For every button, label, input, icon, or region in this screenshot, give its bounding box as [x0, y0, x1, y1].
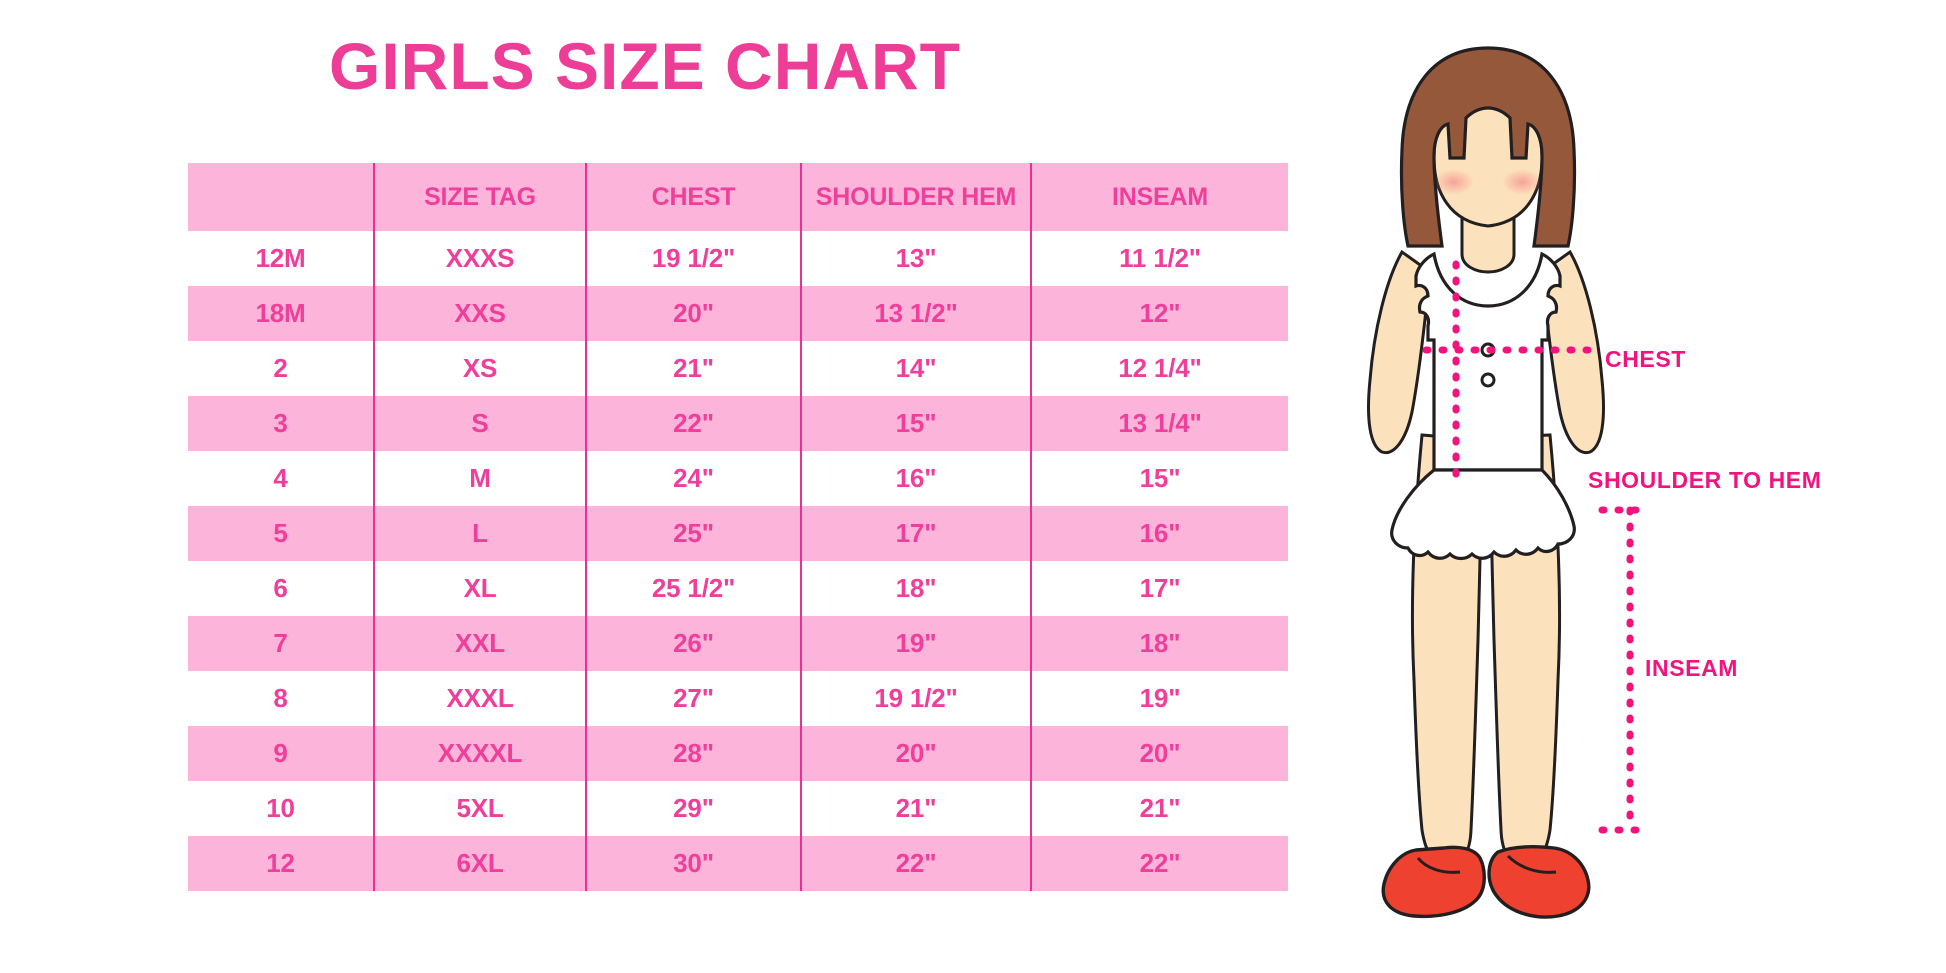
- callout-label-inseam: INSEAM: [1645, 655, 1739, 681]
- girl-figure-illustration: [1330, 40, 1670, 940]
- cell-chest: 19 1/2": [585, 231, 801, 286]
- cell-shoulder-hem: 13": [800, 231, 1031, 286]
- column-header-inseam: INSEAM: [1030, 163, 1288, 231]
- table-header: SIZE TAG CHEST SHOULDER HEM INSEAM: [188, 163, 1288, 231]
- cell-size: 9: [188, 726, 374, 781]
- cell-shoulder-hem: 19 1/2": [800, 671, 1031, 726]
- cell-shoulder-hem: 22": [800, 836, 1031, 891]
- cell-inseam: 17": [1030, 561, 1288, 616]
- cell-size: 12: [188, 836, 374, 891]
- cell-chest: 24": [585, 451, 801, 506]
- cell-size: 4: [188, 451, 374, 506]
- blush-right-icon: [1502, 169, 1542, 195]
- column-header-size: [188, 163, 374, 231]
- cell-chest: 22": [585, 396, 801, 451]
- cell-chest: 25 1/2": [585, 561, 801, 616]
- table-row: 3 S 22" 15" 13 1/4": [188, 396, 1288, 451]
- cell-size-tag: XXXXL: [373, 726, 586, 781]
- button-bottom-icon: [1480, 372, 1496, 388]
- column-header-size-tag: SIZE TAG: [373, 163, 586, 231]
- cell-shoulder-hem: 16": [800, 451, 1031, 506]
- size-chart-table: SIZE TAG CHEST SHOULDER HEM INSEAM 12M X…: [188, 163, 1288, 891]
- cell-shoulder-hem: 15": [800, 396, 1031, 451]
- cell-size: 18M: [188, 286, 374, 341]
- cell-size: 10: [188, 781, 374, 836]
- cell-size-tag: M: [373, 451, 586, 506]
- table-body: 12M XXXS 19 1/2" 13" 11 1/2" 18M XXS 20"…: [188, 231, 1288, 891]
- cell-shoulder-hem: 21": [800, 781, 1031, 836]
- table-row: 10 5XL 29" 21" 21": [188, 781, 1288, 836]
- table-row: 8 XXXL 27" 19 1/2" 19": [188, 671, 1288, 726]
- cell-size-tag: 6XL: [373, 836, 586, 891]
- table-row: 7 XXL 26" 19" 18": [188, 616, 1288, 671]
- cell-size: 2: [188, 341, 374, 396]
- table-header-row: SIZE TAG CHEST SHOULDER HEM INSEAM: [188, 163, 1288, 231]
- cell-size-tag: L: [373, 506, 586, 561]
- cell-shoulder-hem: 19": [800, 616, 1031, 671]
- cell-size-tag: XXS: [373, 286, 586, 341]
- table-row: 5 L 25" 17" 16": [188, 506, 1288, 561]
- cell-size-tag: XS: [373, 341, 586, 396]
- cell-size: 3: [188, 396, 374, 451]
- cell-inseam: 11 1/2": [1030, 231, 1288, 286]
- table-row: 12M XXXS 19 1/2" 13" 11 1/2": [188, 231, 1288, 286]
- cell-shoulder-hem: 14": [800, 341, 1031, 396]
- table-row: 6 XL 25 1/2" 18" 17": [188, 561, 1288, 616]
- blush-left-icon: [1434, 169, 1474, 195]
- cell-size: 7: [188, 616, 374, 671]
- cell-size-tag: XXL: [373, 616, 586, 671]
- cell-shoulder-hem: 20": [800, 726, 1031, 781]
- sleeveless-top-icon: [1414, 251, 1562, 472]
- cell-inseam: 19": [1030, 671, 1288, 726]
- cell-inseam: 13 1/4": [1030, 396, 1288, 451]
- cell-inseam: 16": [1030, 506, 1288, 561]
- column-header-chest: CHEST: [585, 163, 801, 231]
- cell-size-tag: XXXS: [373, 231, 586, 286]
- cell-shoulder-hem: 17": [800, 506, 1031, 561]
- ruffled-skirt-icon: [1390, 468, 1576, 561]
- table-row: 12 6XL 30" 22" 22": [188, 836, 1288, 891]
- callout-label-shoulder-to-hem: SHOULDER TO HEM: [1588, 467, 1822, 493]
- cell-inseam: 22": [1030, 836, 1288, 891]
- table-row: 4 M 24" 16" 15": [188, 451, 1288, 506]
- cell-size-tag: S: [373, 396, 586, 451]
- cell-size-tag: 5XL: [373, 781, 586, 836]
- table-row: 2 XS 21" 14" 12 1/4": [188, 341, 1288, 396]
- cell-inseam: 20": [1030, 726, 1288, 781]
- cell-chest: 25": [585, 506, 801, 561]
- cell-size-tag: XL: [373, 561, 586, 616]
- cell-chest: 27": [585, 671, 801, 726]
- page-title: GIRLS SIZE CHART: [328, 29, 961, 103]
- cell-inseam: 18": [1030, 616, 1288, 671]
- cell-chest: 29": [585, 781, 801, 836]
- callout-label-chest: CHEST: [1605, 346, 1686, 372]
- cell-inseam: 15": [1030, 451, 1288, 506]
- cell-size: 6: [188, 561, 374, 616]
- cell-chest: 30": [585, 836, 801, 891]
- cell-chest: 20": [585, 286, 801, 341]
- cell-size: 12M: [188, 231, 374, 286]
- inseam-measure-dotted-line-icon: [1598, 506, 1646, 834]
- cell-chest: 28": [585, 726, 801, 781]
- cell-inseam: 21": [1030, 781, 1288, 836]
- column-header-shoulder-hem: SHOULDER HEM: [800, 163, 1031, 231]
- hair-bob-icon: [1399, 46, 1577, 248]
- cell-inseam: 12": [1030, 286, 1288, 341]
- cell-inseam: 12 1/4": [1030, 341, 1288, 396]
- table-row: 9 XXXXL 28" 20" 20": [188, 726, 1288, 781]
- cell-size: 8: [188, 671, 374, 726]
- table-row: 18M XXS 20" 13 1/2" 12": [188, 286, 1288, 341]
- mary-jane-shoes-icon: [1381, 845, 1591, 919]
- cell-size-tag: XXXL: [373, 671, 586, 726]
- cell-chest: 26": [585, 616, 801, 671]
- cell-size: 5: [188, 506, 374, 561]
- cell-chest: 21": [585, 341, 801, 396]
- cell-shoulder-hem: 18": [800, 561, 1031, 616]
- cell-shoulder-hem: 13 1/2": [800, 286, 1031, 341]
